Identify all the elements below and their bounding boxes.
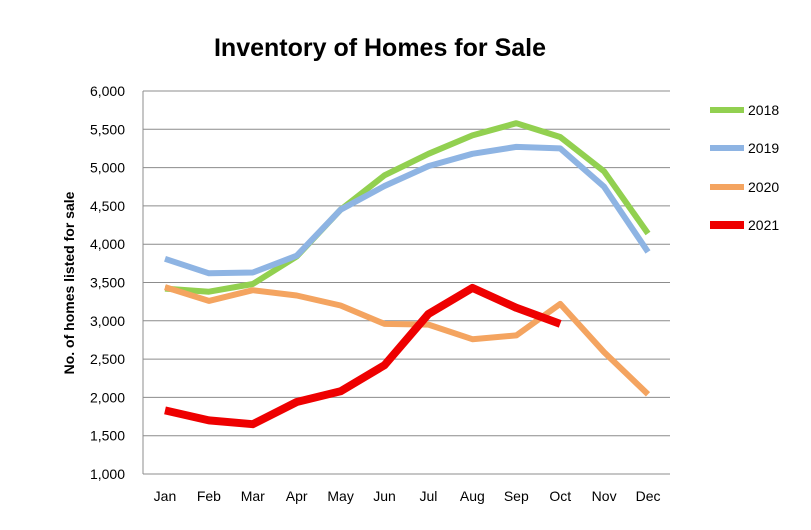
series-line-2019	[164, 143, 651, 277]
x-tick-label: Jul	[420, 488, 438, 504]
legend: 2018 2019 2020 2021	[710, 102, 779, 233]
y-tick-label: 2,000	[90, 389, 125, 405]
x-tick-label: Sep	[504, 488, 529, 504]
gridlines	[142, 90, 670, 475]
y-tick-labels: 1,000 1,500 2,000 2,500 3,000 3,500 4,000 4,500…	[90, 83, 125, 482]
y-tick-label: 4,500	[90, 198, 125, 214]
y-tick-label: 3,500	[90, 275, 125, 291]
x-tick-label: Jun	[373, 488, 396, 504]
y-tick-label: 1,500	[90, 428, 125, 444]
series-line-2018	[164, 120, 651, 295]
x-tick-label: Jan	[154, 488, 177, 504]
legend-item-2019: 2019	[710, 140, 779, 156]
series-line-2021	[164, 283, 562, 429]
series-line-2020	[164, 284, 651, 397]
y-tick-label: 3,000	[90, 313, 125, 329]
y-tick-label: 1,000	[90, 466, 125, 482]
y-tick-label: 5,500	[90, 121, 125, 137]
legend-label: 2020	[748, 179, 779, 195]
y-tick-label: 5,000	[90, 160, 125, 176]
legend-label: 2019	[748, 140, 779, 156]
x-tick-label: Mar	[241, 488, 265, 504]
y-tick-label: 2,500	[90, 351, 125, 367]
x-tick-labels: Jan Feb Mar Apr May Jun Jul Aug Sep Oct Nov Dec	[154, 488, 661, 504]
x-tick-label: Feb	[197, 488, 221, 504]
x-tick-label: Nov	[592, 488, 617, 504]
series-lines	[164, 120, 651, 429]
y-tick-label: 4,000	[90, 236, 125, 252]
x-tick-label: Oct	[549, 488, 571, 504]
legend-item-2018: 2018	[710, 102, 779, 118]
chart-title: Inventory of Homes for Sale	[214, 34, 546, 62]
x-tick-label: May	[327, 488, 353, 504]
x-tick-label: Apr	[286, 488, 308, 504]
legend-label: 2018	[748, 102, 779, 118]
y-axis-label: No. of homes listed for sale	[61, 191, 77, 374]
legend-item-2020: 2020	[710, 179, 779, 195]
legend-item-2021: 2021	[710, 217, 779, 233]
legend-label: 2021	[748, 217, 779, 233]
y-tick-label: 6,000	[90, 83, 125, 99]
x-tick-label: Dec	[636, 488, 661, 504]
x-tick-label: Aug	[460, 488, 485, 504]
